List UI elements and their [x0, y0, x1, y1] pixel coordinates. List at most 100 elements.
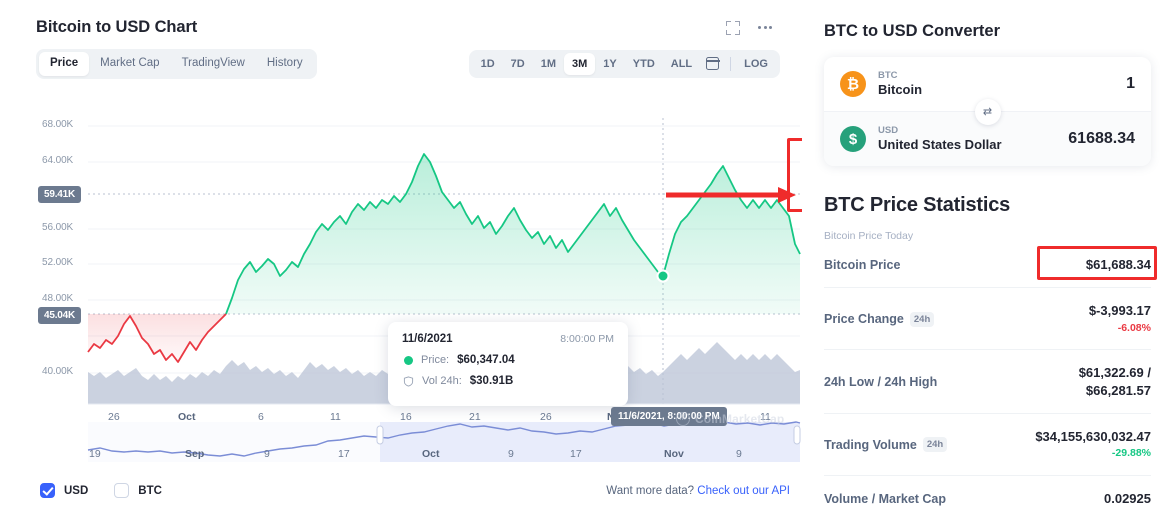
range-selector: 1D 7D 1M 3M 1Y YTD ALL LOG: [468, 49, 780, 78]
converter-btc-symbol: BTC: [878, 70, 898, 81]
y-badge-open: 45.04K: [38, 307, 82, 324]
stat-value-group: $34,155,630,032.47 -29.88%: [1035, 428, 1151, 461]
stat-value-low: $61,322.69 /: [1078, 364, 1151, 380]
chart-toolbar: Price Market Cap TradingView History 1D …: [0, 37, 802, 79]
converter-title: BTC to USD Converter: [824, 22, 1001, 40]
price-line-green: [225, 153, 801, 315]
stat-row-price-change: Price Change 24h $-3,993.17 -6.08%: [824, 288, 1151, 350]
converter-usd-input[interactable]: 61688.34: [1068, 130, 1135, 148]
more-data-text: Want more data? Check out our API: [606, 485, 790, 497]
converter-btc-name: Bitcoin: [878, 81, 923, 97]
tooltip-volume-label: Vol 24h:: [422, 375, 462, 387]
range-ytd[interactable]: YTD: [632, 57, 655, 70]
range-1m[interactable]: 1M: [540, 57, 557, 70]
stat-label: Bitcoin Price: [824, 258, 901, 273]
nav-tick-8: 9: [736, 448, 742, 460]
stat-label: 24h Low / 24h High: [824, 375, 938, 390]
x-tick-8: 11: [760, 411, 771, 423]
y-badge-current: 59.41K: [38, 186, 82, 203]
tooltip-price-row: Price: $60,347.04: [402, 354, 614, 366]
btc-checkbox-box[interactable]: [114, 483, 130, 498]
volume-shield-icon: [403, 375, 414, 387]
dollar-icon: $: [840, 126, 866, 153]
nav-tick-1: Sep: [185, 448, 205, 460]
converter-row-btc[interactable]: ₿ BTC Bitcoin 1: [824, 57, 1151, 111]
price-dot-icon: [404, 355, 413, 365]
converter-usd-names: USD United States Dollar: [878, 125, 1056, 153]
x-tick-4: 16: [400, 411, 412, 423]
stat-value-group: $-3,993.17 -6.08%: [1089, 302, 1151, 335]
coinmarketcap-watermark: CoinMarketCap: [676, 412, 784, 426]
converter-usd-symbol: USD: [878, 125, 899, 137]
stat-row-low-high: 24h Low / 24h High $61,322.69 / $66,281.…: [824, 350, 1151, 415]
crosshair-date-badge: 11/6/2021, 8:00:00 PM: [611, 407, 727, 426]
nav-tick-0: 19: [89, 448, 101, 460]
more-options-icon[interactable]: [758, 26, 772, 29]
x-tick-2: 6: [258, 411, 264, 423]
header-icon-group: [726, 20, 780, 35]
converter-btc-input[interactable]: 1: [1126, 75, 1135, 93]
page-title: Bitcoin to USD Chart: [36, 18, 198, 36]
price-chart[interactable]: 68.00K 64.00K 59.41K 56.00K 52.00K 48.00…: [0, 104, 802, 508]
tooltip-header: 11/6/2021 8:00:00 PM: [402, 333, 614, 345]
range-all[interactable]: ALL: [670, 57, 693, 70]
y-tick-40k: 40.00K: [42, 366, 74, 377]
range-3m[interactable]: 3M: [564, 52, 596, 75]
usd-checkbox-box[interactable]: [40, 483, 55, 498]
tooltip-date: 11/6/2021: [402, 333, 453, 345]
chart-panel: Bitcoin to USD Chart Price Market Cap Tr…: [0, 0, 802, 508]
x-tick-0: 26: [108, 411, 120, 423]
calendar-icon[interactable]: [705, 57, 720, 71]
stat-row-volume-market-cap: Volume / Market Cap 0.02925: [824, 476, 1151, 508]
converter-usd-name: United States Dollar: [878, 137, 1002, 152]
tab-tradingview[interactable]: TradingView: [181, 57, 245, 69]
tab-history[interactable]: History: [266, 57, 303, 69]
range-1y[interactable]: 1Y: [603, 57, 617, 70]
tab-market-cap[interactable]: Market Cap: [100, 57, 160, 69]
more-data-question: Want more data?: [606, 484, 695, 497]
nav-tick-3: 17: [338, 448, 350, 460]
chart-tooltip: 11/6/2021 8:00:00 PM Price: $60,347.04 V…: [388, 322, 628, 406]
chart-footer: USD BTC Want more data? Check out our AP…: [0, 483, 802, 498]
btc-checkbox[interactable]: BTC: [114, 483, 162, 498]
stat-label: Trading Volume 24h: [824, 437, 948, 453]
currency-converter-card: ₿ BTC Bitcoin 1 $ USD United States Doll…: [824, 57, 1151, 167]
tab-price[interactable]: Price: [39, 52, 90, 76]
range-1d[interactable]: 1D: [480, 57, 495, 70]
stat-label: Price Change 24h: [824, 311, 935, 327]
price-area-red: [88, 314, 226, 362]
usd-checkbox[interactable]: USD: [40, 483, 88, 498]
log-scale-button[interactable]: LOG: [744, 57, 768, 70]
price-line-red: [87, 313, 227, 363]
coinmarketcap-logo-icon: [676, 412, 690, 426]
swap-icon[interactable]: ⇄: [974, 98, 1001, 125]
y-tick-56k: 56.00K: [42, 222, 74, 233]
navigator-handle-left: [376, 425, 384, 445]
tooltip-volume-row: Vol 24h: $30.91B: [402, 375, 614, 387]
stat-period-chip: 24h: [909, 311, 935, 327]
price-area-green: [226, 154, 800, 314]
stat-change-percent: -6.08%: [1117, 321, 1151, 334]
nav-tick-4: Oct: [422, 448, 440, 460]
x-tick-3: 11: [330, 411, 341, 423]
toolbar-divider: [730, 56, 732, 71]
chart-header: Bitcoin to USD Chart: [0, 0, 802, 37]
converter-btc-names: BTC Bitcoin: [878, 70, 1114, 98]
stat-value: $34,155,630,032.47: [1035, 429, 1151, 445]
stat-value: 0.02925: [1104, 490, 1151, 506]
hover-point: [656, 269, 670, 283]
navigator-handle-right: [793, 425, 801, 445]
bitcoin-icon: ₿: [840, 71, 866, 98]
api-link[interactable]: Check out our API: [697, 484, 790, 497]
nav-tick-6: 17: [570, 448, 582, 460]
stat-change-percent: -29.88%: [1111, 447, 1151, 460]
tooltip-time: 8:00:00 PM: [560, 333, 614, 345]
watermark-text: CoinMarketCap: [695, 412, 785, 426]
stats-title: BTC Price Statistics: [824, 194, 1011, 217]
stat-row-trading-volume: Trading Volume 24h $34,155,630,032.47 -2…: [824, 414, 1151, 476]
expand-icon[interactable]: [726, 20, 740, 35]
range-7d[interactable]: 7D: [510, 57, 525, 70]
stat-label-text: Trading Volume: [824, 437, 917, 452]
stat-row-bitcoin-price: Bitcoin Price $61,688.34: [824, 242, 1157, 289]
